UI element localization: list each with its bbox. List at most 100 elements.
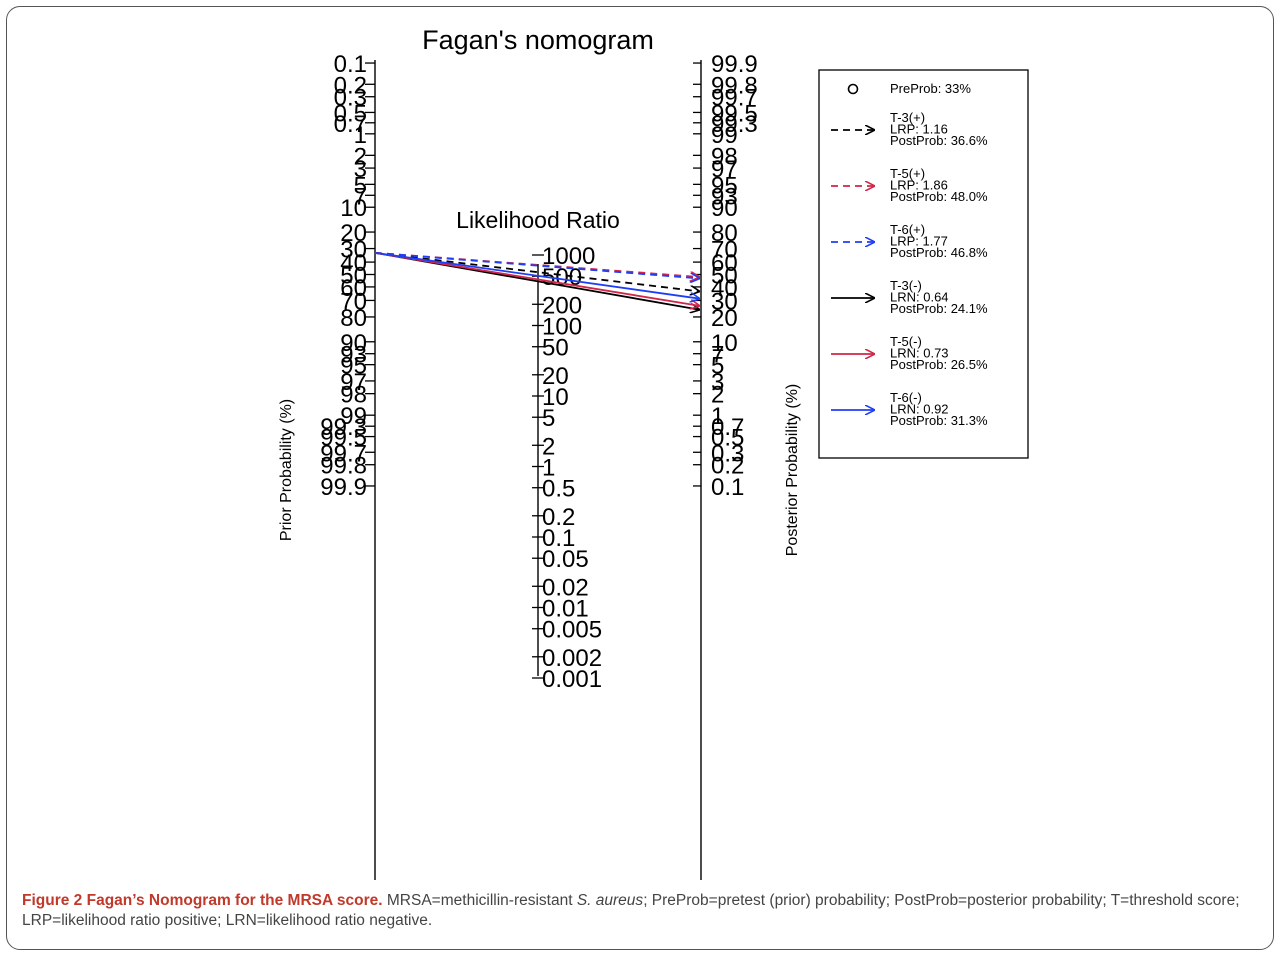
left-tick-label: 50 (340, 263, 367, 290)
legend-entry-text: LRN: 0.92 (890, 402, 949, 417)
right-tick-label: 5 (711, 353, 724, 380)
right-tick-label: 60 (711, 250, 738, 277)
left-tick-label: 99.3 (320, 414, 367, 441)
left-tick-label: 5 (354, 172, 367, 199)
right-tick-label: 30 (711, 288, 738, 315)
legend-entry-text: PostProb: 24.1% (890, 301, 988, 316)
left-tick-label: 70 (340, 288, 367, 315)
middle-tick-label: 0.001 (542, 666, 602, 693)
legend-entry-text: PostProb: 26.5% (890, 357, 988, 372)
figure-frame (6, 6, 1274, 950)
legend-entry-text: T-6(+) (890, 222, 925, 237)
middle-tick-label: 0.5 (542, 476, 575, 503)
left-axis-label: Prior Probability (%) (278, 399, 295, 541)
left-tick-label: 7 (354, 183, 367, 210)
chart-title: Fagan's nomogram (422, 25, 654, 55)
left-tick-label: 30 (340, 237, 367, 264)
right-tick-label: 0.7 (711, 414, 744, 441)
caption-title: Fagan’s Nomogram for the MRSA score. (86, 892, 383, 909)
left-tick-label: 10 (340, 195, 367, 222)
right-tick-label: 98 (711, 143, 738, 170)
middle-tick-label: 200 (542, 292, 582, 319)
left-tick-label: 99.5 (320, 425, 367, 452)
series-lines (374, 251, 699, 310)
left-tick-label: 0.7 (334, 111, 367, 138)
left-tick-label: 60 (340, 275, 367, 302)
legend-entry-text: PostProb: 48.0% (890, 189, 988, 204)
series-line (374, 251, 699, 306)
left-axis-ticks: 0.10.20.30.50.71235710203040506070809093… (320, 51, 375, 501)
left-tick-label: 90 (340, 330, 367, 357)
legend-entry-text: LRN: 0.64 (890, 290, 949, 305)
figure-caption: Figure 2 Fagan’s Nomogram for the MRSA s… (22, 891, 1262, 931)
right-tick-label: 20 (711, 305, 738, 332)
likelihood-ratio-title: Likelihood Ratio (456, 207, 620, 233)
left-tick-label: 1 (354, 122, 367, 149)
middle-tick-label: 5 (542, 405, 555, 432)
legend-entry-text: LRP: 1.16 (890, 122, 948, 137)
left-tick-label: 3 (354, 156, 367, 183)
left-tick-label: 99.7 (320, 440, 367, 467)
right-tick-label: 10 (711, 330, 738, 357)
right-tick-label: 93 (711, 183, 738, 210)
right-tick-label: 0.5 (711, 425, 744, 452)
series-line (374, 251, 699, 299)
right-axis-label: Posterior Probability (%) (784, 384, 801, 557)
left-tick-label: 95 (340, 353, 367, 380)
right-tick-label: 7 (711, 342, 724, 369)
right-tick-label: 0.3 (711, 440, 744, 467)
preprob-marker (847, 83, 859, 95)
legend-preprob-label: PreProb: 33% (890, 81, 971, 96)
middle-tick-label: 0.05 (542, 546, 589, 573)
right-tick-label: 40 (711, 275, 738, 302)
right-tick-label: 70 (711, 237, 738, 264)
caption-text-1: MRSA=methicillin-resistant (382, 892, 577, 909)
legend-entry-text: T-5(+) (890, 166, 925, 181)
series-line (374, 251, 699, 279)
right-tick-label: 3 (711, 369, 724, 396)
right-tick-label: 99.3 (711, 111, 758, 138)
left-tick-label: 80 (340, 305, 367, 332)
legend-entry-text: LRP: 1.77 (890, 234, 948, 249)
right-tick-label: 80 (711, 220, 738, 247)
right-tick-label: 0.2 (711, 453, 744, 480)
middle-tick-label: 1000 (542, 243, 595, 270)
right-tick-label: 99 (711, 122, 738, 149)
right-axis-ticks: 99.999.899.799.599.399989795939080706050… (693, 51, 758, 501)
middle-tick-label: 0.01 (542, 596, 589, 623)
middle-tick-label: 100 (542, 314, 582, 341)
middle-tick-label: 20 (542, 363, 569, 390)
right-tick-label: 97 (711, 156, 738, 183)
left-tick-label: 0.3 (334, 85, 367, 112)
left-tick-label: 0.1 (334, 51, 367, 78)
left-tick-label: 99.9 (320, 474, 367, 501)
middle-tick-label: 0.02 (542, 574, 589, 601)
legend-entry-text: T-6(-) (890, 390, 922, 405)
left-tick-label: 99 (340, 403, 367, 430)
middle-tick-label: 0.2 (542, 504, 575, 531)
caption-italic: S. aureus (576, 892, 644, 909)
left-tick-label: 40 (340, 250, 367, 277)
middle-tick-label: 10 (542, 384, 569, 411)
left-tick-label: 0.2 (334, 72, 367, 99)
middle-tick-label: 50 (542, 335, 569, 362)
right-tick-label: 1 (711, 403, 724, 430)
left-tick-label: 0.5 (334, 100, 367, 127)
right-tick-label: 2 (711, 382, 724, 409)
series-line (374, 251, 699, 292)
legend-entry-text: PostProb: 46.8% (890, 245, 988, 260)
right-tick-label: 50 (711, 263, 738, 290)
legend-entry-text: T-3(+) (890, 110, 925, 125)
right-tick-label: 99.5 (711, 100, 758, 127)
fagan-nomogram-chart: Fagan's nomogram Likelihood Ratio Prior … (278, 25, 1029, 880)
left-tick-label: 93 (340, 342, 367, 369)
legend-entry-text: T-5(-) (890, 334, 922, 349)
left-tick-label: 99.8 (320, 453, 367, 480)
legend-entry-text: PostProb: 36.6% (890, 133, 988, 148)
legend-entry-text: PostProb: 31.3% (890, 413, 988, 428)
middle-tick-label: 0.002 (542, 645, 602, 672)
right-tick-label: 0.1 (711, 474, 744, 501)
right-tick-label: 99.8 (711, 72, 758, 99)
middle-tick-label: 2 (542, 433, 555, 460)
